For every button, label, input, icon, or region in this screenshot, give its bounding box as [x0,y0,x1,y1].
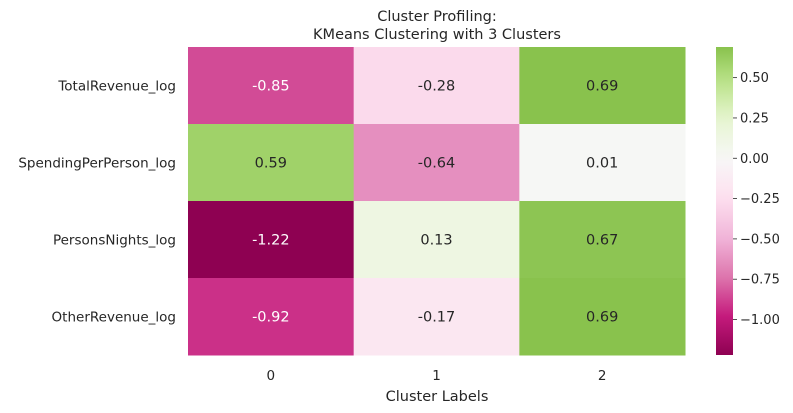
chart-title-line-1: Cluster Profiling: [377,9,497,25]
heatmap-cell [188,124,355,202]
colorbar-tick-label: 0.50 [740,71,769,86]
heatmap-cell [353,201,520,279]
x-tick-labels: 0 1 2 [267,368,607,384]
heatmap-cell [519,201,686,279]
heatmap-cell [353,47,520,125]
y-tick-labels: TotalRevenue_log SpendingPerPerson_log Per… [18,79,176,326]
heatmap-cell [519,47,686,125]
colorbar [716,47,733,355]
cell-value-label: -0.92 [252,310,290,326]
cell-value-label: -0.17 [418,310,456,326]
y-tick-label: SpendingPerPerson_log [18,156,176,172]
cell-value-label: -0.64 [418,156,456,172]
heatmap-cells: -0.85 -0.28 0.69 0.59 -0.64 0.01 -1.22 0.13 0.67… [188,47,686,356]
heatmap-cell [188,278,355,356]
cell-value-label: 0.59 [255,156,287,172]
chart-title-line-2: KMeans Clustering with 3 Clusters [313,27,561,43]
x-tick-label: 1 [432,368,441,384]
cell-value-label: -0.28 [418,79,456,95]
x-tick-label: 0 [267,368,276,384]
heatmap-cell [353,124,520,202]
heatmap-cell [188,47,355,125]
cell-value-label: 0.13 [420,233,452,249]
y-tick-label: OtherRevenue_log [52,310,176,326]
heatmap-cell [353,278,520,356]
cell-value-label: 0.01 [586,156,618,172]
heatmap-cell [519,124,686,202]
colorbar-tick-label: −0.50 [740,232,780,247]
colorbar-tick-label: 0.25 [740,111,769,126]
x-axis-label: Cluster Labels [386,389,489,405]
colorbar-tick-label: 0.00 [740,152,769,167]
cell-value-label: -0.85 [252,79,290,95]
y-tick-label: TotalRevenue_log [57,79,176,95]
heatmap-cell [519,278,686,356]
colorbar-ticks: 0.50 0.25 0.00 −0.25 −0.50 −0.75 −1.00 [733,71,780,328]
heatmap-cell [188,201,355,279]
cell-value-label: 0.67 [586,233,618,249]
colorbar-tick-label: −0.25 [740,192,780,207]
colorbar-tick-label: −0.75 [740,273,780,288]
colorbar-tick-label: −1.00 [740,313,780,328]
cell-value-label: 0.69 [586,310,618,326]
cell-value-label: 0.69 [586,79,618,95]
y-tick-label: PersonsNights_log [53,233,176,249]
cell-value-label: -1.22 [252,233,290,249]
x-tick-label: 2 [598,368,607,384]
